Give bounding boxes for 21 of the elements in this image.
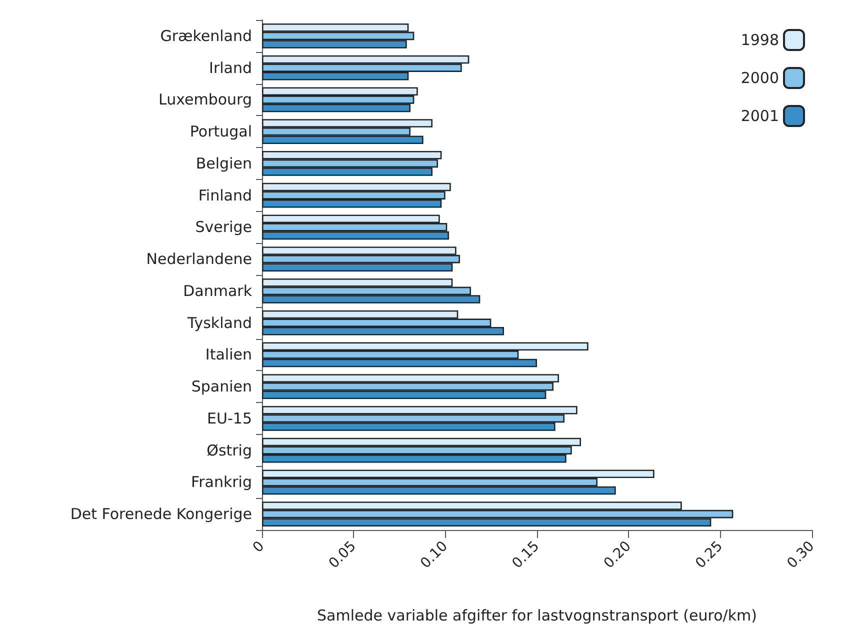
y-tick-label: Grækenland [160,26,252,45]
y-tick-label: Frankrig [191,473,252,492]
y-tick-label: Italien [205,346,252,364]
y-tick-label: Tyskland [186,314,252,332]
y-tick-label: Spanien [191,378,252,396]
y-tick-label: Luxembourg [158,90,252,109]
y-tick-label: Danmark [183,282,252,300]
legend-label: 2001 [740,107,779,125]
y-tick-label: EU-15 [207,409,252,428]
x-axis-title: Samlede variable afgifter for lastvognstransport (euro/km) [317,606,757,624]
y-tick-label: Det Forenede Kongerige [70,505,252,524]
legend-label: 1998 [740,31,779,49]
y-tick-label: Portugal [190,122,252,141]
x-tick-label: 0 [250,538,268,556]
y-tick-label: Nederlandene [146,250,252,268]
y-tick-label: Østrig [206,441,252,460]
y-tick-label: Irland [209,58,252,77]
y-tick-label: Sverige [195,218,252,236]
y-tick-label: Belgien [196,154,252,172]
legend-label: 2000 [740,69,779,87]
y-tick-label: Finland [198,186,252,204]
